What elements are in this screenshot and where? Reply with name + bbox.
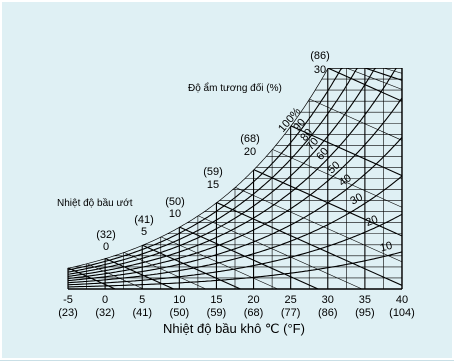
wet-bulb-diagonal: [290, 125, 402, 289]
rh-curve-40: [68, 137, 402, 282]
wet-bulb-diagonal: [234, 186, 402, 289]
rh-curve-70: [68, 68, 402, 275]
rh-curve-50: [68, 97, 402, 280]
wet-bulb-diagonal: [104, 257, 174, 289]
wet-bulb-diagonal: [179, 226, 319, 289]
x-tick-label: 15: [210, 294, 222, 306]
wet-bulb-sublabel: (32): [96, 229, 116, 241]
rh-curve-90: [68, 68, 402, 271]
wet-bulb-title: Nhiệt độ bầu ướt: [57, 197, 133, 209]
wet-bulb-sublabel: (68): [240, 133, 260, 145]
x-tick-sublabel: (59): [207, 307, 227, 319]
x-tick-label: 10: [173, 294, 185, 306]
wet-bulb-label: 30: [314, 64, 326, 76]
rh-curve-20: [68, 213, 402, 286]
wet-bulb-diagonal: [123, 251, 207, 289]
x-axis: -5(23)0(32)5(41)10(50)15(59)20(68)25(77)…: [58, 68, 415, 336]
x-tick-label: -5: [63, 294, 73, 306]
wet-bulb-diagonal: [401, 68, 402, 289]
grid-lines: [68, 68, 402, 289]
wet-bulb-sublabel: (59): [203, 166, 223, 178]
x-tick-sublabel: (104): [389, 307, 415, 319]
rh-curve-10: [68, 251, 402, 288]
x-tick-sublabel: (95): [355, 307, 375, 319]
rh-curve-30: [68, 175, 402, 284]
x-tick-label: 30: [322, 294, 334, 306]
wet-bulb-diagonal: [141, 244, 241, 289]
wet-bulb-diagonal: [216, 201, 402, 289]
wet-bulb-sublabel: (86): [310, 50, 330, 62]
wet-bulb-label: 15: [207, 179, 219, 191]
x-tick-label: 40: [396, 294, 408, 306]
x-tick-label: 0: [102, 294, 108, 306]
rh-label-30: 30: [348, 191, 364, 207]
wet-bulb-diagonal: [253, 169, 402, 289]
x-axis-title: Nhiệt độ bầu khô ℃ (°F): [163, 321, 305, 336]
wet-bulb-label: 5: [141, 226, 147, 238]
wet-bulb-label: 20: [244, 146, 256, 158]
x-tick-label: 25: [285, 294, 297, 306]
wet-bulb-diagonal: [86, 263, 144, 289]
wet-bulb-lines: [68, 68, 402, 289]
wet-bulb-diagonal: [197, 215, 363, 289]
wet-bulb-sublabel: (50): [165, 196, 185, 208]
x-tick-sublabel: (77): [281, 307, 301, 319]
x-tick-sublabel: (86): [318, 307, 338, 319]
rh-curve-80: [68, 68, 402, 273]
wet-bulb-diagonal: [309, 98, 402, 289]
wet-bulb-label: 10: [169, 208, 181, 220]
x-tick-label: 20: [247, 294, 259, 306]
wet-bulb-diagonal: [271, 148, 402, 289]
wet-bulb-label: 0: [103, 241, 109, 253]
x-tick-sublabel: (68): [244, 307, 264, 319]
x-tick-label: 5: [139, 294, 145, 306]
rh-label-40: 40: [337, 172, 354, 189]
x-tick-sublabel: (50): [170, 307, 190, 319]
x-tick-sublabel: (23): [58, 307, 78, 319]
wet-bulb-diagonal: [160, 236, 278, 289]
x-tick-sublabel: (41): [132, 307, 152, 319]
rh-title: Độ ẩm tương đối (%): [188, 82, 282, 94]
wet-bulb-diagonal: [68, 267, 116, 289]
x-tick-sublabel: (32): [95, 307, 115, 319]
rh-label-10: 10: [379, 240, 394, 255]
rh-label-20: 20: [364, 213, 380, 229]
wet-bulb-sublabel: (41): [134, 214, 154, 226]
x-tick-label: 35: [359, 294, 371, 306]
